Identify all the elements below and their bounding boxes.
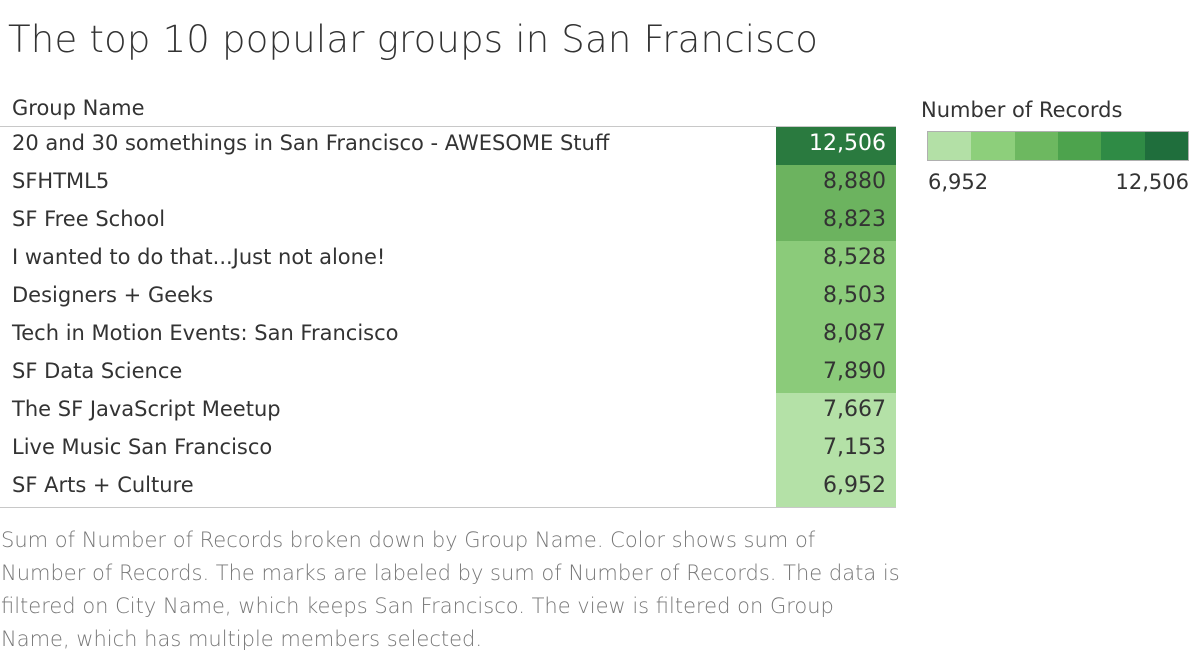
value-label: 8,823 xyxy=(823,207,886,232)
legend-color-step xyxy=(1014,132,1058,160)
table-row[interactable]: Tech in Motion Events: San Francisco 8,08… xyxy=(0,317,896,355)
value-mark[interactable]: 7,890 xyxy=(776,355,896,393)
value-mark[interactable]: 8,823 xyxy=(776,203,896,241)
chart-caption: Sum of Number of Records broken down by … xyxy=(1,528,900,651)
group-name-label: SF Data Science xyxy=(12,359,183,383)
data-table: 20 and 30 somethings in San Francisco - … xyxy=(0,126,896,508)
legend-min-label: 6,952 xyxy=(928,170,989,194)
group-name-label: The SF JavaScript Meetup xyxy=(12,397,281,421)
value-label: 8,087 xyxy=(823,321,886,346)
legend-title: Number of Records xyxy=(921,98,1123,122)
table-row[interactable]: SFHTML5 8,880 xyxy=(0,165,896,203)
value-mark[interactable]: 8,528 xyxy=(776,241,896,279)
table-row[interactable]: 20 and 30 somethings in San Francisco - … xyxy=(0,127,896,165)
column-header-group-name[interactable]: Group Name xyxy=(12,96,145,120)
value-label: 6,952 xyxy=(823,473,886,498)
value-mark[interactable]: 8,503 xyxy=(776,279,896,317)
group-name-label: Live Music San Francisco xyxy=(12,435,273,459)
value-mark[interactable]: 7,153 xyxy=(776,431,896,469)
table-row[interactable]: Designers + Geeks 8,503 xyxy=(0,279,896,317)
legend-color-step xyxy=(971,132,1015,160)
value-label: 8,880 xyxy=(823,169,886,194)
group-name-label: I wanted to do that...Just not alone! xyxy=(12,245,386,269)
group-name-label: Tech in Motion Events: San Francisco xyxy=(12,321,399,345)
group-name-label: SF Arts + Culture xyxy=(12,473,194,497)
value-mark[interactable]: 6,952 xyxy=(776,469,896,507)
legend-color-step xyxy=(1057,132,1102,160)
value-label: 8,503 xyxy=(823,283,886,308)
color-legend[interactable] xyxy=(927,131,1189,161)
value-mark[interactable]: 8,880 xyxy=(776,165,896,203)
chart-title: The top 10 popular groups in San Francis… xyxy=(8,18,819,61)
legend-color-step xyxy=(1144,132,1188,160)
table-row[interactable]: The SF JavaScript Meetup 7,667 xyxy=(0,393,896,431)
value-label: 7,153 xyxy=(823,435,886,460)
legend-color-step xyxy=(928,132,972,160)
group-name-label: 20 and 30 somethings in San Francisco - … xyxy=(12,131,610,155)
group-name-label: Designers + Geeks xyxy=(12,283,214,307)
value-mark[interactable]: 8,087 xyxy=(776,317,896,355)
group-name-label: SF Free School xyxy=(12,207,166,231)
table-row[interactable]: SF Free School 8,823 xyxy=(0,203,896,241)
value-mark[interactable]: 12,506 xyxy=(776,127,896,165)
table-row[interactable]: Live Music San Francisco 7,153 xyxy=(0,431,896,469)
table-row[interactable]: SF Data Science 7,890 xyxy=(0,355,896,393)
value-mark[interactable]: 7,667 xyxy=(776,393,896,431)
value-label: 7,890 xyxy=(823,359,886,384)
group-name-label: SFHTML5 xyxy=(12,169,110,193)
table-row[interactable]: SF Arts + Culture 6,952 xyxy=(0,469,896,507)
value-label: 7,667 xyxy=(823,397,886,422)
legend-max-label: 12,506 xyxy=(1115,170,1189,194)
legend-color-step xyxy=(1101,132,1145,160)
value-label: 12,506 xyxy=(809,131,886,156)
table-row[interactable]: I wanted to do that...Just not alone! 8,5… xyxy=(0,241,896,279)
value-label: 8,528 xyxy=(823,245,886,270)
